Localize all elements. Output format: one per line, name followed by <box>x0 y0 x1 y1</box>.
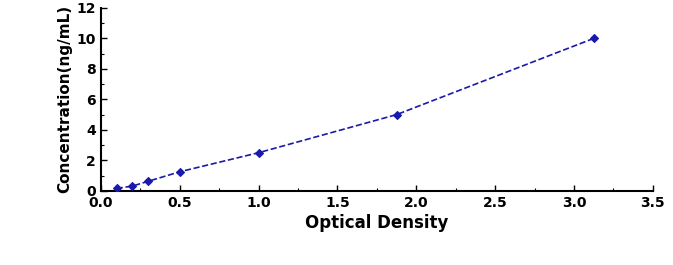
Y-axis label: Concentration(ng/mL): Concentration(ng/mL) <box>57 5 73 193</box>
X-axis label: Optical Density: Optical Density <box>305 214 449 232</box>
